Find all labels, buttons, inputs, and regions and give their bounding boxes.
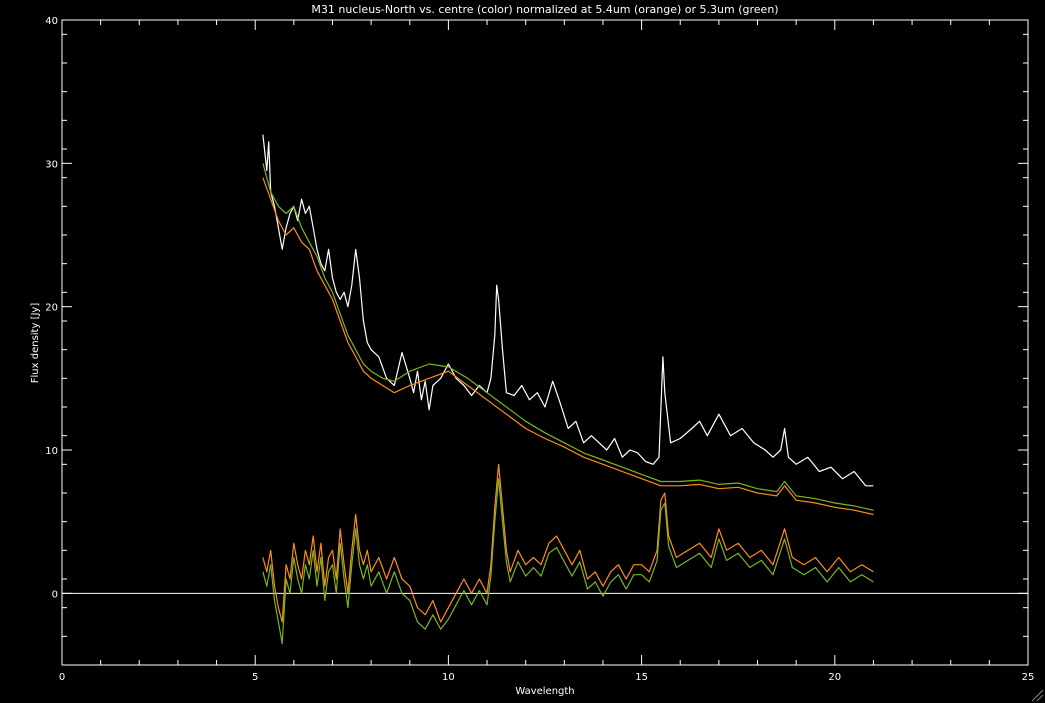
plot-frame (62, 20, 1028, 665)
x-tick-label: 10 (442, 672, 455, 683)
x-axis-label: Wavelength (515, 686, 574, 697)
x-tick-label: 20 (828, 672, 841, 683)
series-line-5 (263, 479, 874, 644)
y-tick-label: 10 (45, 446, 58, 457)
series-line-2 (263, 178, 874, 515)
x-tick-label: 15 (635, 672, 648, 683)
resize-grip-icon (1032, 690, 1043, 701)
y-tick-label: 30 (45, 159, 58, 170)
y-tick-label: 20 (45, 303, 58, 314)
y-tick-label: 0 (52, 589, 58, 600)
x-tick-label: 0 (59, 672, 65, 683)
resize-grip-icon-inner (1037, 695, 1043, 701)
x-tick-label: 25 (1022, 672, 1035, 683)
series-line-1 (263, 135, 874, 486)
series-line-3 (263, 163, 874, 510)
axes-layer: 0 5 10 15 20 25 0 10 20 30 40 (45, 16, 1034, 683)
chart-title: M31 nucleus-North vs. centre (color) nor… (311, 3, 778, 16)
y-axis-label: Flux density [Jy] (30, 303, 41, 384)
y-tick-label: 40 (45, 16, 58, 27)
series-layer (263, 135, 874, 644)
x-tick-label: 5 (252, 672, 258, 683)
